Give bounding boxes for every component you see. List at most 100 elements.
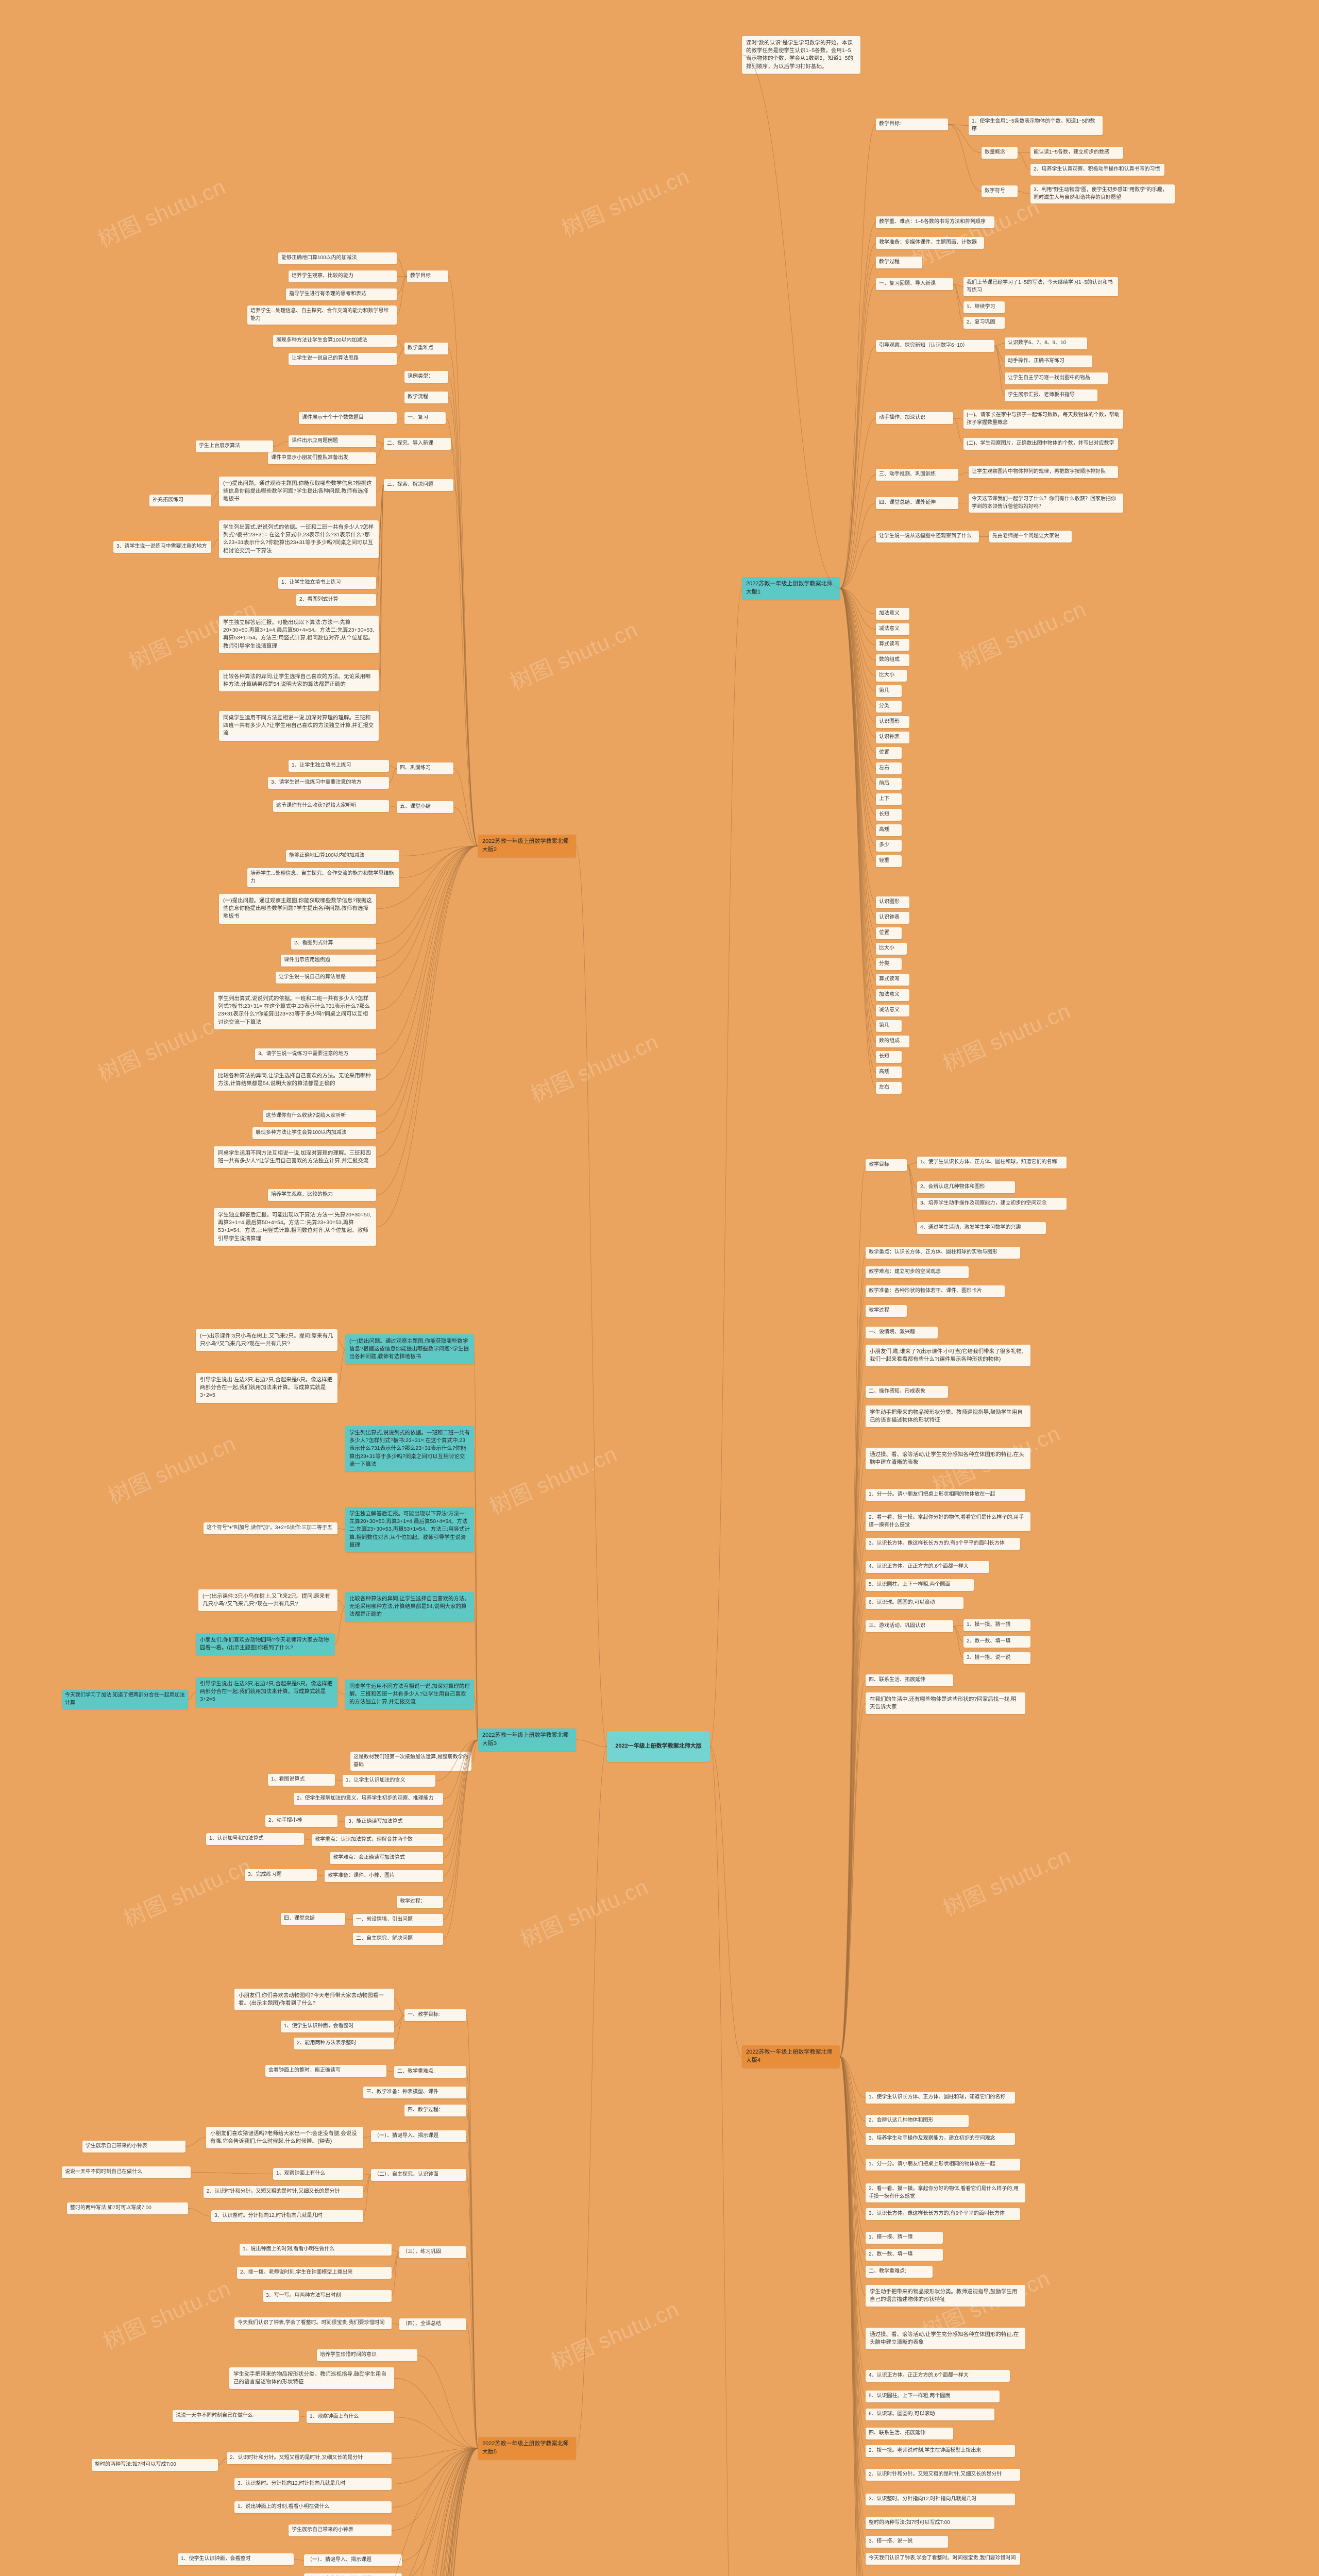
- s3-sub4: 3、能正确读写加法算式: [345, 1816, 443, 1828]
- s4-diff: 教学难点：建立初步的空间观念: [866, 1266, 969, 1278]
- s3-sub5: 教学重点：认识加法算式，理解合并两个数: [312, 1834, 443, 1846]
- s2-g3: 指导学生进行有条理的思考和表达: [286, 289, 397, 300]
- section-5: 2022苏教一年级上册数学教案北师大版5: [478, 2437, 576, 2460]
- s5-u1b: 1、使学生认识钟面，会看整时: [281, 2021, 394, 2032]
- s1-focus: 教学重、难点：1~5各数的书写方法和排列顺序: [876, 216, 994, 228]
- s5-p4t: （四）、全课总结: [399, 2318, 466, 2330]
- s4-ext15: 四、联系生活、拓展延伸: [866, 2428, 953, 2439]
- it-a1: 加法意义: [876, 608, 909, 620]
- s5-p1t: （一）、猜谜导入、揭示课题: [371, 2130, 466, 2142]
- s4-g1: 1、使学生认识长方体、正方体、圆柱和球，知道它们的名称: [917, 1157, 1067, 1168]
- center-root: 2022一年级上册数学教案北师大版: [607, 1731, 710, 1762]
- s3-sub8: 教学过程：: [397, 1896, 443, 1908]
- s5-mid1: 培养学生珍惜时间的意识: [317, 2349, 417, 2361]
- s2-b2side: 3、请学生说一说练习中需要注意的地方: [113, 541, 211, 553]
- s2-side1: 学生上台展示算法: [196, 440, 273, 452]
- s4-ext9: 二、教学重难点:: [866, 2266, 933, 2278]
- s4-p1b: 小朋友们,瞧,谁来了?(出示课件:小叮当)它给我们带来了很多礼物,我们一起来看看…: [866, 1345, 1030, 1366]
- s2-xn: 学生独立解答后汇报。可能出现以下算法:方法一:先算20+30=50,再算3+1=…: [214, 1208, 376, 1246]
- s2-p4c3: 3、请学生说一说练习中需要注意的地方: [268, 777, 389, 789]
- s5-u2a: 会看钟面上的整时，能正确读写: [265, 2065, 386, 2077]
- it-a10: 位置: [876, 747, 902, 759]
- s1-p4t: 三、动手推测、巩固训练: [876, 469, 958, 481]
- section-3: 2022苏教一年级上册数学教案北师大版3: [478, 1728, 576, 1751]
- s5-p3b: 2、拨一拨。老师说时刻,学生在钟面模型上拨出来: [237, 2267, 392, 2279]
- s1-p5t: 四、课堂总结、课外延伸: [876, 497, 958, 509]
- s4-ext5: 2、看一看、摸一摸。拿起你分好的物体,看看它们是什么样子的,用手摸一摸有什么感觉: [866, 2183, 1025, 2202]
- s4-ext16: 2、拨一拨。老师说时刻,学生在钟面模型上拨出来: [866, 2445, 1015, 2457]
- s3-sub2: 1、让学生认识加法的含义: [343, 1775, 435, 1787]
- s1-p1t: 一、复习回顾、导入新课: [876, 278, 953, 290]
- s5-p2c: 3、认识整时。分针指向12,时针指向几就是几时: [211, 2210, 363, 2222]
- s5-u1a: 小朋友们,你们喜欢去动物园吗?今天老师带大家去动物园看一看。(出示主题图)你看到…: [234, 1989, 394, 2010]
- s5-mid3: 1、观察钟面上有什么: [307, 2411, 394, 2423]
- it2-a3: 位置: [876, 927, 902, 939]
- s3-extra2: 引导学生说出:左边3只,右边2只,合起来是5只。像这样把两部分合在一起,我们就用…: [196, 1677, 337, 1707]
- it2-a13: 左右: [876, 1082, 902, 1094]
- s2-p5b: 这节课你有什么收获?说给大家听听: [273, 800, 389, 812]
- s4-p2d: 4、认识正方体。正正方方的,6个面都一样大: [866, 1561, 989, 1573]
- s2-xb: 培养学生...处理信息、自主探究、合作交流的能力和数学思维能力: [247, 868, 399, 887]
- it-a3: 算式读写: [876, 639, 909, 651]
- s4-p4b: 在我们的生活中,还有哪些物体是这些形状的?回家后找一找,明天告诉大家: [866, 1692, 1025, 1714]
- s2-xm: 培养学生观察、比较的能力: [268, 1189, 376, 1201]
- s4-prep: 教学准备：各种形状的物体若干、课件、图形卡片: [866, 1285, 1005, 1297]
- it-a4: 数的组成: [876, 654, 909, 666]
- it2-a2: 认识钟表: [876, 912, 909, 924]
- s2-goal: 教学目标: [407, 270, 448, 282]
- s1-g1: 1、使学生会用1~5各数表示物体的个数，知道1~5的数序: [969, 116, 1103, 135]
- s1-sidea: 让学生说一说从这幅图中还观察到了什么: [876, 531, 979, 543]
- s5-mid3l: 说说一天中不同时刻自己在做什么: [173, 2410, 299, 2422]
- s4-block1: 学生动手把带来的物品按形状分类。教师巡视指导,鼓励学生用自己的语言描述物体的形状…: [866, 1405, 1030, 1427]
- it-a14: 长短: [876, 809, 902, 821]
- it2-a4: 比大小: [876, 943, 907, 955]
- s2-g4: 培养学生...处理信息、自主探究、合作交流的能力和数学思维能力: [247, 306, 397, 325]
- s4-ext10: 学生动手把带来的物品按形状分类。教师巡视指导,鼓励学生用自己的语言描述物体的形状…: [866, 2285, 1025, 2307]
- s5-p2b: 2、认识时针和分针。又短又粗的是时针,又细又长的是分针: [204, 2186, 363, 2198]
- s4-ext12: 4、认识正方体。正正方方的,6个面都一样大: [866, 2370, 1010, 2382]
- s2-b1: (一)提出问题。通过观察主题图,你能获取哪些数学信息?根据这些信息你能提出哪些数…: [219, 477, 376, 506]
- s5-p1b: 小朋友们喜欢猜谜语吗?老师给大家出一个:会走没有腿,会说没有嘴,它会告诉我们,什…: [206, 2127, 363, 2148]
- section-4: 2022苏教一年级上册数学教案北师大版4: [742, 2045, 840, 2068]
- s4-p3b: 2、数一数、填一填: [963, 1636, 1030, 1648]
- s1-p2t: 引导观察、探究新知（认识数字6~10）: [876, 340, 994, 352]
- s2-side2: 补充拓展练习: [149, 495, 211, 506]
- s3-mid2: 比较各种算法的异同,让学生选择自己喜欢的方法。无论采用哪种方法,计算结果都是54…: [345, 1592, 474, 1622]
- s4-p3t: 三、游戏活动、巩固认识: [866, 1620, 953, 1632]
- s5-u3: 三、教学准备：钟表模型、课件: [363, 2087, 466, 2098]
- s2-f1: 展现多种方法让学生会算100以内加减法: [273, 335, 397, 347]
- s3-b2: 引导学生说出:左边3只,右边2只,合起来是5只。像这样把两部分合在一起,我们就用…: [196, 1373, 337, 1403]
- s3-sub5l: 1、认识加号和加法算式: [206, 1833, 304, 1845]
- s2-xf: 让学生说一说自己的算法思路: [276, 972, 376, 984]
- s1-p2a: 认识数字6、7、8、9、10: [1005, 337, 1087, 349]
- s4-ext17: 2、认识时针和分针。又短又粗的是时针,又细又长的是分针: [866, 2469, 1020, 2481]
- s5-p2a: 1、观察钟面上有什么: [273, 2168, 363, 2180]
- s4-p2f: 6、认识球。圆圆的,可以滚动: [866, 1597, 963, 1609]
- s3-extra1: 小朋友们,你们喜欢去动物园吗?今天老师带大家去动物园看一看。(出示主题图)你看到…: [196, 1633, 335, 1655]
- s2-p5t: 五、课堂小结: [397, 801, 453, 813]
- s1-goal-title: 教学目标：: [876, 118, 948, 130]
- s5-side3l: 整时的两种写法:如7时可以写成7:00: [67, 2202, 188, 2214]
- s2-f2: 让学生说一说自己的算法思路: [289, 353, 397, 365]
- s5-bt1: 2、认识时针和分针。又短又粗的是时针,又细又长的是分针: [227, 2452, 392, 2464]
- s2-xa: 能够正确地口算100以内的加减法: [286, 850, 399, 862]
- it-a9: 认识钟表: [876, 732, 909, 743]
- it-a17: 轻重: [876, 855, 902, 867]
- s2-p4c2: 1、让学生独立填书上练习: [289, 760, 389, 772]
- s5-p3c: 3、写一写。用两种方法写出时刻: [263, 2290, 392, 2302]
- s2-b4: 比较各种算法的异同,让学生选择自己喜欢的方法。无论采用哪种方法,计算结果都是54…: [219, 670, 379, 691]
- s4-ext1: 1、使学生认识长方体、正方体、圆柱和球，知道它们的名称: [866, 2092, 1015, 2104]
- s4-p2c: 3、认识长方体。像这样长长方方的,有6个平平的面叫长方体: [866, 1538, 1020, 1550]
- s3-sub10: 二、自主探究、解决问题: [353, 1933, 443, 1945]
- s3-sub4l: 2、动手摆小棒: [265, 1815, 337, 1827]
- s5-u1: 一、教学目标:: [404, 2009, 466, 2021]
- s3-intro: (一)提出问题。通过观察主题图,你能获取哪些数学信息?根据这些信息你能提出哪些数…: [345, 1334, 474, 1364]
- s5-bot2: （二）、自主探究、认识钟面: [304, 2573, 402, 2576]
- s5-p3a: 1、说出钟面上的时刻,看看小明在做什么: [240, 2244, 392, 2256]
- s4-ext14: 6、认识球。圆圆的,可以滚动: [866, 2409, 994, 2420]
- s4-ext13: 5、认识圆柱。上下一样粗,两个圆面: [866, 2391, 1000, 2402]
- s1-g4a: 数字符号: [982, 185, 1018, 197]
- it-a6: 第几: [876, 685, 902, 697]
- s4-p3c: 3、搭一搭、说一说: [963, 1652, 1030, 1664]
- s4-ext7: 1、摸一摸、猜一猜: [866, 2232, 943, 2244]
